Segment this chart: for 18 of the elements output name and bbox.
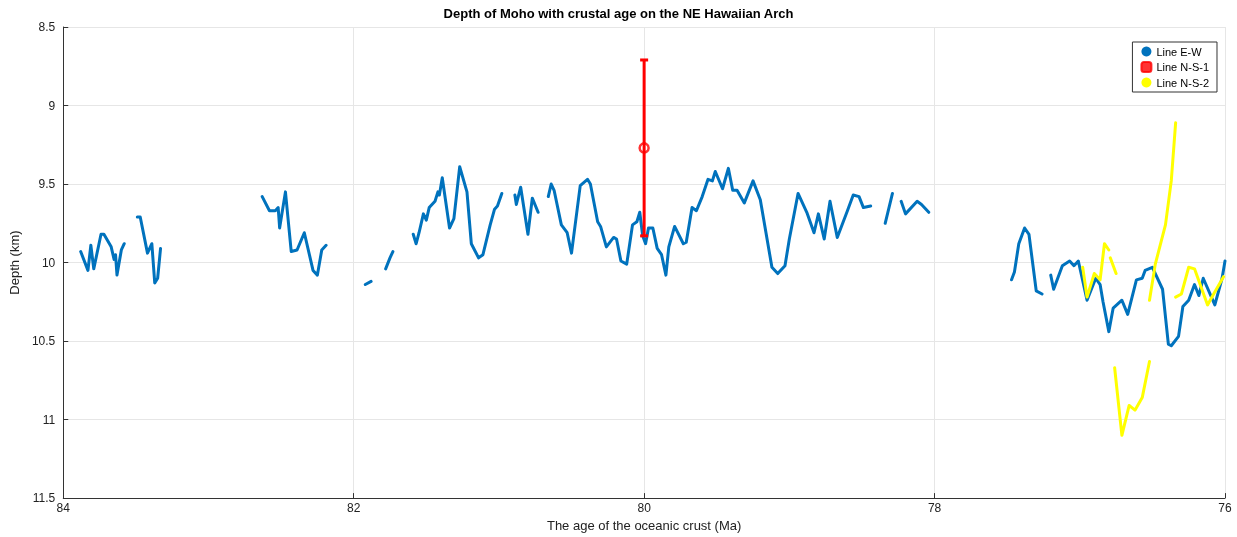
chart-title: Depth of Moho with crustal age on the NE Hawaiian Arch <box>443 6 794 21</box>
x-tick-label: 84 <box>56 501 71 516</box>
legend-label: Line E-W <box>1156 45 1203 58</box>
y-tick-label: 8.5 <box>38 20 56 34</box>
x-tick-label: 80 <box>637 501 652 516</box>
y-tick-label: 9 <box>48 98 56 113</box>
y-tick-label: 10 <box>41 255 56 270</box>
x-axis-title: The age of the oceanic crust (Ma) <box>546 518 742 533</box>
legend-label: Line N-S-1 <box>1156 61 1209 73</box>
x-tick-label: 78 <box>927 501 942 516</box>
x-tick-label: 82 <box>347 501 361 516</box>
legend-label: Line N-S-2 <box>1156 76 1209 89</box>
x-tick-label: 76 <box>1218 501 1232 516</box>
y-tick-label: 11.5 <box>32 491 56 506</box>
y-tick-label: 11 <box>42 412 56 427</box>
y-tick-label: 9.5 <box>38 177 56 192</box>
y-tick-label: 10.5 <box>31 334 56 349</box>
y-axis-title: Depth (km) <box>7 230 22 295</box>
